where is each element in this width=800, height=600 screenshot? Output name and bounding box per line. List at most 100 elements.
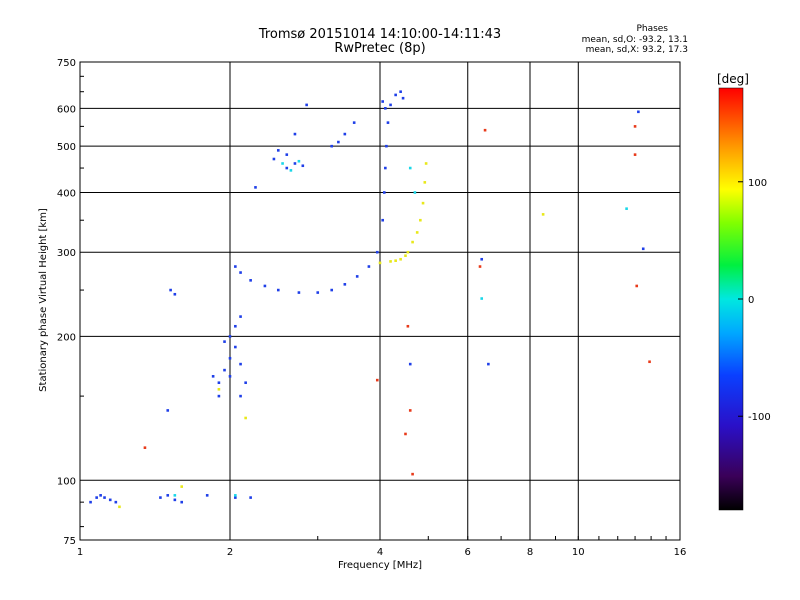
data-point <box>305 103 308 107</box>
data-point <box>483 128 487 132</box>
data-point <box>316 291 320 294</box>
data-point <box>352 121 356 124</box>
data-point <box>272 157 276 161</box>
data-point <box>173 498 177 502</box>
x-tick-label: 8 <box>527 547 533 558</box>
data-point <box>408 409 412 412</box>
data-point <box>118 505 121 509</box>
data-point <box>99 494 102 497</box>
data-point <box>159 496 162 499</box>
data-point <box>211 375 215 378</box>
data-point <box>166 409 170 412</box>
data-point <box>254 186 257 189</box>
data-point <box>367 265 371 268</box>
data-point <box>408 362 412 366</box>
data-point <box>385 144 388 148</box>
data-point <box>394 259 397 262</box>
x-tick-label: 1 <box>77 547 83 558</box>
data-point <box>382 191 386 194</box>
data-point <box>223 368 226 372</box>
data-point <box>166 494 170 497</box>
data-point <box>355 275 359 278</box>
data-point <box>249 496 252 499</box>
data-point <box>330 288 334 292</box>
data-point <box>423 181 427 184</box>
data-point <box>480 257 484 261</box>
data-point <box>637 110 640 114</box>
data-point <box>293 132 297 136</box>
y-tick-label: 600 <box>57 104 76 115</box>
data-point <box>406 324 410 328</box>
y-tick-label: 100 <box>57 476 76 487</box>
data-point <box>234 345 237 349</box>
colorbar-tick-label: -100 <box>748 412 771 423</box>
data-point <box>389 103 392 107</box>
data-point <box>285 153 289 156</box>
y-tick-label: 750 <box>57 58 76 69</box>
data-point <box>386 121 390 124</box>
data-point <box>244 416 247 420</box>
data-point <box>394 93 397 97</box>
grid-lines <box>80 62 680 540</box>
x-axis-label: Frequency [MHz] <box>338 560 422 571</box>
colorbar-tick-label: 0 <box>748 295 754 306</box>
data-point <box>633 153 637 156</box>
data-point <box>285 166 289 170</box>
data-point <box>424 162 428 165</box>
data-point <box>419 218 422 222</box>
data-point <box>293 162 297 165</box>
phases-x-stats: mean, sd,X: 93.2, 17.3 <box>585 45 688 55</box>
data-point <box>89 500 92 504</box>
colorbar-label: [deg] <box>717 72 749 86</box>
data-point <box>180 500 184 504</box>
y-tick-label: 75 <box>63 536 76 547</box>
data-point <box>404 432 407 436</box>
data-point <box>635 284 639 288</box>
data-point <box>217 394 221 398</box>
data-point <box>108 498 112 502</box>
data-point <box>180 485 184 488</box>
data-point <box>205 494 209 497</box>
data-point <box>343 132 347 136</box>
data-point <box>263 284 267 288</box>
data-point <box>399 257 402 261</box>
data-point <box>276 149 280 152</box>
data-point <box>415 231 419 234</box>
colorbar-tick-label: 100 <box>748 178 767 189</box>
data-point <box>381 218 384 222</box>
data-point <box>173 494 177 497</box>
data-point <box>381 100 384 103</box>
x-tick-label: 6 <box>465 547 471 558</box>
data-point <box>480 297 484 300</box>
data-point <box>223 340 226 343</box>
data-point <box>399 90 402 94</box>
data-point <box>143 446 147 449</box>
data-point <box>239 271 242 274</box>
data-point <box>404 254 407 258</box>
data-point <box>487 362 490 366</box>
data-point <box>234 265 237 268</box>
data-point <box>234 324 237 328</box>
data-point <box>401 96 405 100</box>
data-point <box>289 169 293 172</box>
data-point <box>337 140 340 144</box>
x-tick-label: 10 <box>572 547 585 558</box>
data-point <box>297 291 301 294</box>
data-point <box>384 166 387 170</box>
data-point <box>169 288 172 292</box>
data-points <box>89 90 651 509</box>
chart-title: Tromsø 20151014 14:10:00-14:11:43 <box>258 27 502 42</box>
data-point <box>228 375 232 378</box>
chart-subtitle: RwPretec (8p) <box>334 41 426 56</box>
data-point <box>421 201 425 205</box>
data-point <box>217 388 221 391</box>
data-point <box>301 164 305 168</box>
data-point <box>375 250 379 254</box>
data-point <box>413 191 417 194</box>
data-point <box>375 378 379 382</box>
data-point <box>95 496 98 499</box>
data-point <box>648 360 651 364</box>
y-axis-label: Stationary phase Virtual Height [km] <box>38 208 49 392</box>
data-point <box>228 335 232 338</box>
data-point <box>239 394 242 398</box>
